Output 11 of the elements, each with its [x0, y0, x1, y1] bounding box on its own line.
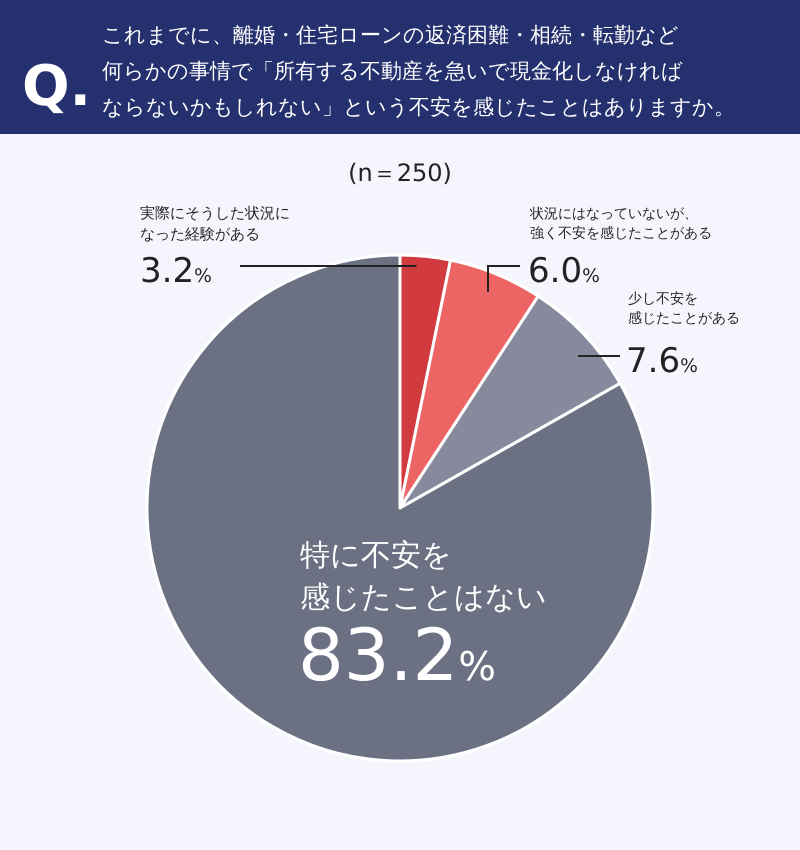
data-label: 7.6%: [626, 341, 698, 381]
data-label: 83.2%: [298, 613, 496, 697]
slice-label: 実際にそうした状況になった経験がある: [140, 204, 290, 243]
chart-subtitle: (n＝250): [348, 159, 452, 187]
chart-title: これまでに、離婚・住宅ローンの返済困難・相続・転勤など何らかの事情で「所有する不動産を急いで現金化しなければならないかもしれない」という不安を感じたことはありますか。: [102, 23, 735, 119]
text: Q.: [22, 54, 91, 119]
slice-label: 状況にはなっていないが、強く不安を感じたことがある: [529, 206, 712, 242]
data-label: 6.0%: [528, 251, 600, 291]
slice-label: 少し不安を感じたことがある: [628, 291, 740, 327]
slice-label: 特に不安を感じたことはない: [300, 538, 547, 615]
data-label: 3.2%: [140, 251, 212, 291]
